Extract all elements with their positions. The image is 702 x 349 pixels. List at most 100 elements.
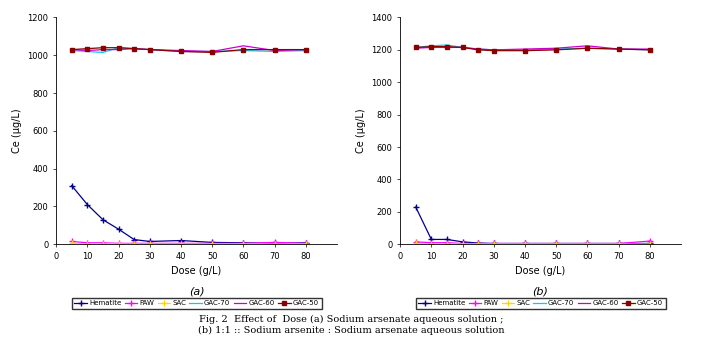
PAW: [270, 240, 279, 245]
Y-axis label: Ce (µg/L): Ce (µg/L): [12, 109, 22, 153]
X-axis label: Dose (g/L): Dose (g/L): [515, 267, 566, 276]
GAC-60: [302, 47, 310, 52]
PAW: [474, 242, 482, 246]
GAC-50: [270, 47, 279, 52]
GAC-50: [302, 47, 310, 52]
GAC-50: [208, 50, 216, 54]
Hematite: [130, 237, 138, 242]
SAC: [239, 242, 248, 246]
GAC-50: [489, 49, 498, 53]
PAW: [177, 241, 185, 245]
PAW: [427, 240, 435, 245]
GAC-60: [208, 49, 216, 53]
GAC-50: [177, 49, 185, 53]
Line: PAW: PAW: [68, 238, 310, 247]
GAC-70: [130, 46, 138, 51]
GAC-60: [411, 46, 420, 50]
GAC-50: [458, 45, 467, 50]
GAC-50: [521, 49, 529, 53]
GAC-50: [99, 46, 107, 50]
SAC: [67, 241, 76, 245]
GAC-70: [302, 49, 310, 53]
PAW: [458, 242, 467, 246]
GAC-70: [114, 46, 123, 50]
Hematite: [208, 240, 216, 245]
Hematite: [145, 239, 154, 244]
GAC-60: [239, 44, 248, 48]
Hematite: [99, 218, 107, 222]
GAC-50: [411, 45, 420, 50]
SAC: [646, 242, 654, 246]
GAC-50: [583, 46, 592, 50]
SAC: [552, 242, 560, 246]
GAC-60: [67, 47, 76, 52]
SAC: [583, 242, 592, 246]
Hematite: [83, 202, 91, 207]
PAW: [411, 240, 420, 244]
PAW: [99, 241, 107, 245]
GAC-60: [614, 47, 623, 51]
GAC-50: [239, 47, 248, 52]
GAC-70: [443, 43, 451, 47]
Hematite: [583, 242, 592, 246]
SAC: [458, 242, 467, 246]
SAC: [474, 242, 482, 246]
GAC-60: [99, 47, 107, 52]
Hematite: [239, 241, 248, 245]
GAC-70: [646, 48, 654, 52]
SAC: [489, 242, 498, 246]
SAC: [208, 242, 216, 246]
GAC-70: [458, 45, 467, 50]
SAC: [443, 242, 451, 246]
Hematite: [646, 242, 654, 246]
Hematite: [443, 237, 451, 242]
PAW: [83, 241, 91, 245]
Line: GAC-60: GAC-60: [72, 46, 306, 51]
GAC-60: [552, 46, 560, 50]
PAW: [443, 240, 451, 245]
GAC-50: [83, 46, 91, 51]
GAC-70: [145, 47, 154, 52]
Line: PAW: PAW: [412, 238, 654, 247]
Text: (b): (b): [533, 287, 548, 297]
GAC-70: [474, 47, 482, 51]
GAC-60: [427, 45, 435, 50]
GAC-60: [443, 45, 451, 50]
GAC-50: [474, 48, 482, 52]
PAW: [302, 241, 310, 245]
PAW: [67, 239, 76, 244]
Line: SAC: SAC: [68, 240, 310, 247]
Line: GAC-70: GAC-70: [72, 48, 306, 52]
GAC-50: [145, 47, 154, 52]
GAC-70: [614, 47, 623, 51]
Hematite: [302, 241, 310, 245]
SAC: [114, 242, 123, 246]
SAC: [614, 242, 623, 246]
Hematite: [411, 205, 420, 209]
GAC-60: [270, 49, 279, 53]
GAC-50: [443, 45, 451, 49]
SAC: [427, 242, 435, 246]
GAC-60: [583, 44, 592, 48]
PAW: [208, 241, 216, 245]
SAC: [145, 242, 154, 246]
Line: GAC-60: GAC-60: [416, 46, 650, 50]
GAC-60: [646, 47, 654, 51]
GAC-70: [208, 49, 216, 53]
Line: GAC-70: GAC-70: [416, 45, 650, 50]
Line: SAC: SAC: [412, 240, 654, 247]
Hematite: [177, 238, 185, 243]
PAW: [489, 242, 498, 246]
Hematite: [521, 242, 529, 246]
GAC-60: [83, 49, 91, 53]
GAC-70: [552, 47, 560, 51]
GAC-70: [177, 49, 185, 53]
PAW: [521, 242, 529, 246]
SAC: [99, 242, 107, 246]
Legend: Hematite, PAW, SAC, GAC-70, GAC-60, GAC-50: Hematite, PAW, SAC, GAC-70, GAC-60, GAC-…: [72, 298, 322, 309]
GAC-70: [489, 48, 498, 52]
PAW: [130, 241, 138, 245]
X-axis label: Dose (g/L): Dose (g/L): [171, 267, 222, 276]
Legend: Hematite, PAW, SAC, GAC-70, GAC-60, GAC-50: Hematite, PAW, SAC, GAC-70, GAC-60, GAC-…: [416, 298, 665, 309]
GAC-70: [411, 45, 420, 50]
